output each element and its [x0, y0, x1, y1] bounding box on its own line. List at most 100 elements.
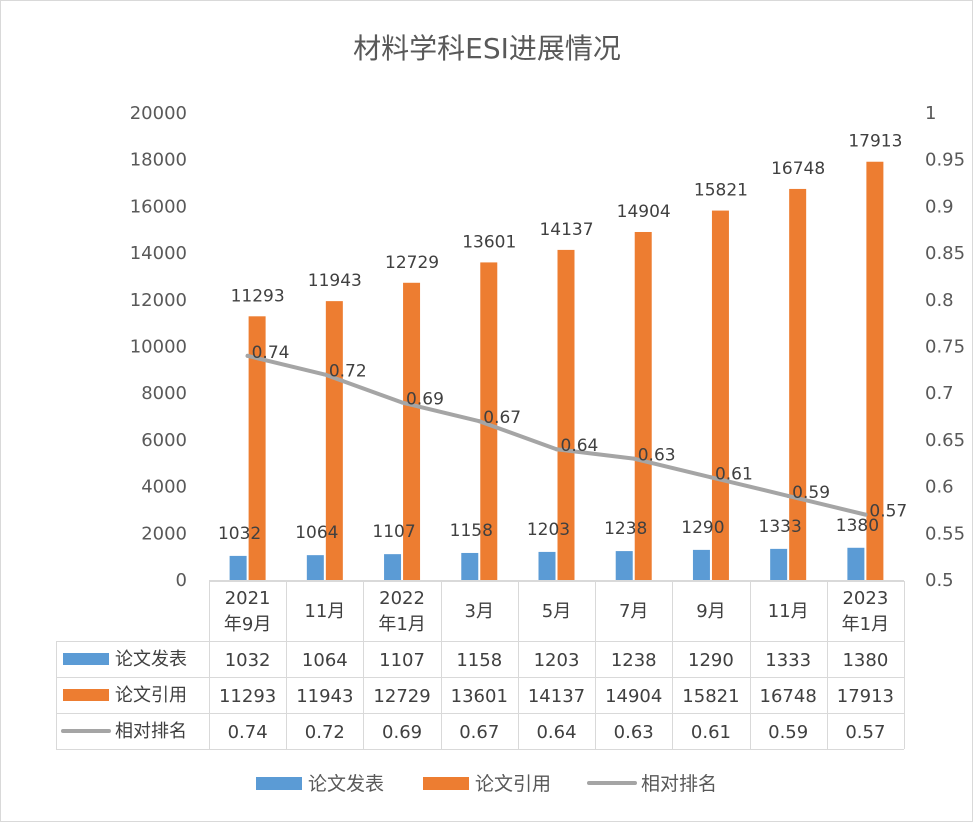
bar-lunwen-yinyong	[325, 301, 343, 580]
category-label: 年1月	[842, 614, 889, 635]
table-row-header: 论文引用	[115, 685, 187, 706]
legend-label: 论文发表	[308, 773, 384, 795]
table-cell: 0.63	[614, 722, 654, 743]
table-cell: 1064	[302, 650, 348, 671]
line-point-xiangdui-paiming	[554, 447, 559, 452]
data-label-xiangdui-paiming: 0.63	[638, 446, 676, 466]
line-point-xiangdui-paiming	[863, 512, 868, 517]
bar-lunwen-yinyong	[711, 210, 729, 580]
line-point-xiangdui-paiming	[708, 475, 713, 480]
right-axis-tick-label: 0.5	[925, 570, 954, 591]
data-label-lunwen-yinyong: 14137	[539, 220, 593, 240]
category-label: 2021	[225, 588, 271, 609]
right-axis-tick-label: 0.95	[925, 150, 965, 171]
data-label-lunwen-yinyong: 14904	[617, 202, 671, 222]
data-label-lunwen-fabiao: 1333	[759, 517, 802, 537]
bar-lunwen-fabiao	[770, 548, 788, 580]
table-legend-key	[63, 689, 109, 701]
data-label-xiangdui-paiming: 0.57	[869, 502, 907, 522]
table-cell: 12729	[373, 686, 430, 707]
table-cell: 0.67	[459, 722, 499, 743]
data-label-lunwen-fabiao: 1064	[295, 523, 338, 543]
table-legend-key	[63, 653, 109, 665]
data-label-xiangdui-paiming: 0.72	[329, 362, 367, 382]
right-axis-tick-label: 0.75	[925, 337, 965, 358]
left-axis-ticks: 0 2000 4000 6000 8000 10000 12000 14000 16000 180…	[130, 103, 187, 591]
data-label-lunwen-yinyong: 15821	[694, 181, 748, 201]
data-label-xiangdui-paiming: 0.61	[715, 464, 753, 484]
data-label-lunwen-fabiao: 1158	[450, 521, 493, 541]
table-row-header: 相对排名	[115, 721, 187, 742]
table-cell: 1333	[765, 650, 811, 671]
right-axis-tick-label: 0.7	[925, 383, 954, 404]
table-cell: 0.69	[382, 722, 422, 743]
bar-lunwen-yinyong	[789, 188, 807, 580]
table-cell: 1203	[534, 650, 580, 671]
table-cell: 11943	[296, 686, 353, 707]
line-point-xiangdui-paiming	[786, 493, 791, 498]
data-label-lunwen-fabiao: 1032	[218, 524, 261, 544]
bar-lunwen-yinyong	[480, 262, 498, 580]
left-axis-tick-label: 18000	[130, 150, 187, 171]
legend-key	[423, 777, 469, 790]
category-label: 2022	[379, 588, 425, 609]
data-label-lunwen-fabiao: 1107	[372, 522, 415, 542]
category-label: 年1月	[378, 614, 425, 635]
table-cell: 1380	[842, 650, 888, 671]
data-label-xiangdui-paiming: 0.67	[483, 408, 521, 428]
category-label: 年9月	[224, 614, 271, 635]
table-cell: 17913	[837, 686, 894, 707]
category-label: 2023	[842, 588, 888, 609]
line-point-xiangdui-paiming	[477, 419, 482, 424]
table-cell: 11293	[219, 686, 276, 707]
table-cell: 16748	[760, 686, 817, 707]
bar-lunwen-fabiao	[306, 555, 324, 580]
category-label: 11月	[304, 601, 345, 622]
right-axis-tick-label: 0.85	[925, 243, 965, 264]
table-cell: 13601	[451, 686, 508, 707]
category-label: 7月	[619, 601, 648, 622]
right-axis-tick-label: 0.6	[925, 477, 954, 498]
line-point-xiangdui-paiming	[400, 400, 405, 405]
line-series	[245, 353, 868, 517]
bar-lunwen-fabiao	[229, 555, 247, 580]
category-label: 5月	[542, 601, 571, 622]
table-row-header: 论文发表	[115, 649, 187, 670]
left-axis-tick-label: 8000	[141, 383, 187, 404]
left-axis-tick-label: 2000	[141, 523, 187, 544]
legend-label: 相对排名	[641, 773, 717, 795]
table-cell: 0.57	[845, 722, 885, 743]
data-label-xiangdui-paiming: 0.74	[252, 343, 290, 363]
line-point-xiangdui-paiming	[245, 353, 250, 358]
category-label: 11月	[768, 601, 809, 622]
left-axis-tick-label: 16000	[130, 196, 187, 217]
data-label-lunwen-yinyong: 17913	[848, 132, 902, 152]
left-axis-tick-label: 10000	[130, 337, 187, 358]
bar-lunwen-fabiao	[538, 551, 556, 580]
category-label: 9月	[696, 601, 725, 622]
table-cell: 0.72	[305, 722, 345, 743]
bar-series	[209, 161, 904, 581]
bar-lunwen-yinyong	[866, 161, 884, 580]
line-point-xiangdui-paiming	[322, 372, 327, 377]
right-axis-tick-label: 0.8	[925, 290, 954, 311]
chart-title: 材料学科ESI进展情况	[353, 32, 621, 65]
data-label-lunwen-yinyong: 16748	[771, 159, 825, 179]
right-axis-tick-label: 0.65	[925, 430, 965, 451]
left-axis-tick-label: 4000	[141, 477, 187, 498]
bar-lunwen-fabiao	[692, 549, 710, 580]
data-label-xiangdui-paiming: 0.64	[561, 436, 599, 456]
table-cell: 14137	[528, 686, 585, 707]
line-point-xiangdui-paiming	[631, 456, 636, 461]
table-cell: 1032	[225, 650, 271, 671]
left-axis-tick-label: 0	[176, 570, 187, 591]
bar-lunwen-fabiao	[384, 554, 402, 580]
table-cell: 14904	[605, 686, 662, 707]
data-label-lunwen-fabiao: 1203	[527, 520, 570, 540]
bar-lunwen-yinyong	[248, 316, 266, 580]
bar-lunwen-fabiao	[461, 552, 479, 580]
left-axis-tick-label: 12000	[130, 290, 187, 311]
bar-lunwen-fabiao	[847, 547, 865, 580]
table-cell: 0.61	[691, 722, 731, 743]
